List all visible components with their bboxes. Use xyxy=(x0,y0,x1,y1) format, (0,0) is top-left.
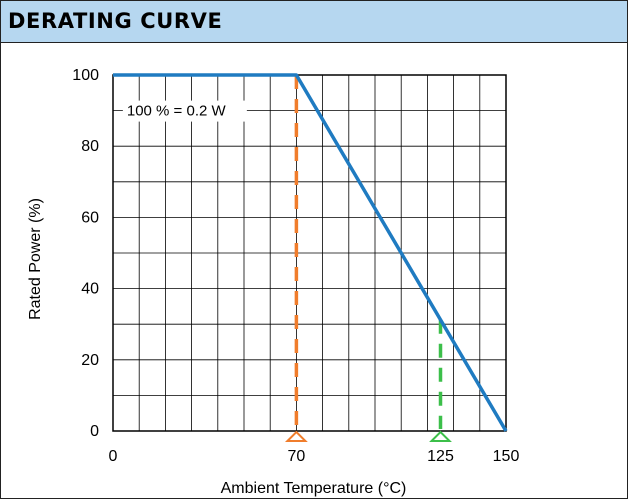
x-tick-label: 150 xyxy=(493,448,520,465)
y-tick-label: 20 xyxy=(81,352,99,369)
plot-area-border xyxy=(112,74,507,432)
x-tick-label: 125 xyxy=(427,448,454,465)
section-header: DERATING CURVE xyxy=(1,1,627,43)
chart-grid xyxy=(113,75,506,431)
x-tick-label: 70 xyxy=(288,448,306,465)
annotation-layer: 100 % = 0.2 W xyxy=(122,100,247,122)
y-tick-label: 40 xyxy=(81,281,99,298)
y-tick-label: 80 xyxy=(81,138,99,155)
y-axis-label: Rated Power (%) xyxy=(27,198,44,320)
section-title: DERATING CURVE xyxy=(8,9,223,33)
tick-labels: 0 20 40 60 80 100 0 70 125 150 xyxy=(72,67,519,465)
y-tick-label: 100 xyxy=(72,67,99,84)
series-layer xyxy=(113,73,508,432)
x-tick-label: 0 xyxy=(109,448,118,465)
y-tick-label: 0 xyxy=(90,423,99,440)
x-axis-label: Ambient Temperature (°C) xyxy=(221,480,407,497)
marker-triangle xyxy=(429,430,452,442)
derating-line xyxy=(113,73,508,432)
derating-chart: 100 % = 0.2 W 0 20 40 60 80 100 0 70 125 150 Ambi… xyxy=(27,67,519,497)
chart-annotation: 100 % = 0.2 W xyxy=(127,103,227,120)
annotation-background xyxy=(122,100,247,122)
marker-triangle xyxy=(284,430,308,442)
temperature-markers xyxy=(284,75,452,442)
y-tick-label: 60 xyxy=(81,209,99,226)
